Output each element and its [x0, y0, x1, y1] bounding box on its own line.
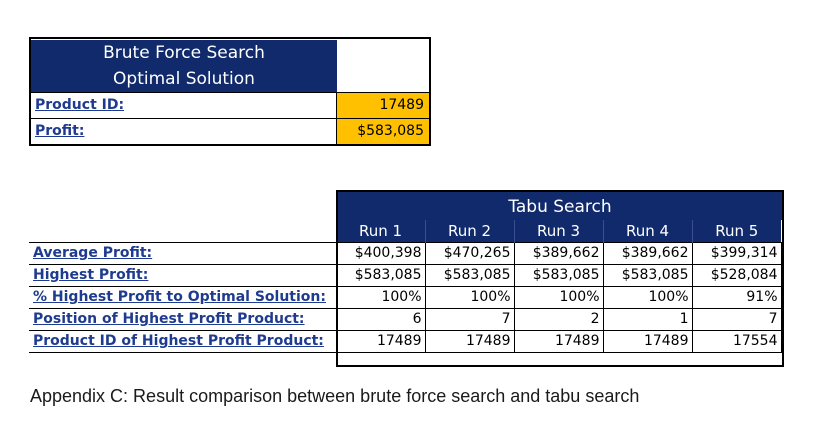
row-label: Average Profit: — [29, 241, 336, 265]
table-cell: $583,085 — [424, 263, 515, 287]
tabu-search-title: Tabu Search — [336, 190, 784, 220]
product-id-label: Product ID: — [31, 93, 337, 118]
table-cell: 2 — [513, 307, 604, 331]
row-label: Highest Profit: — [29, 264, 336, 287]
row-label: Product ID of Highest Profit Product: — [29, 330, 336, 353]
profit-label: Profit: — [31, 119, 337, 144]
table-cell: $583,085 — [513, 263, 604, 287]
brute-force-table: Brute Force Search Optimal Solution Prod… — [29, 37, 431, 146]
table-cell: 91% — [691, 285, 782, 309]
profit-value: $583,085 — [337, 119, 429, 144]
table-cell: $528,084 — [691, 263, 782, 287]
table-cell: 17489 — [424, 329, 515, 353]
appendix-caption: Appendix C: Result comparison between br… — [30, 386, 640, 406]
table-cell: $399,314 — [691, 241, 782, 265]
table-cell: $400,398 — [335, 241, 426, 265]
brute-force-title-line1: Brute Force Search — [103, 43, 265, 63]
table-row: Product ID of Highest Profit Product: 17… — [29, 329, 782, 353]
table-cell: 17489 — [602, 329, 693, 353]
table-cell: 17489 — [513, 329, 604, 353]
run-5-header: Run 5 — [691, 220, 781, 242]
table-row: Position of Highest Profit Product: 6 7 … — [29, 307, 782, 331]
table-cell: 17489 — [335, 329, 426, 353]
brute-force-title-line2: Optimal Solution — [113, 69, 255, 89]
table-cell: 7 — [691, 307, 782, 331]
run-2-header: Run 2 — [424, 220, 514, 242]
run-3-header: Run 3 — [513, 220, 603, 242]
table-cell: 100% — [602, 285, 693, 309]
tabu-search-table: Run 1 Run 2 Run 3 Run 4 Run 5 Average Pr… — [29, 220, 782, 353]
product-id-value: 17489 — [337, 93, 429, 118]
brute-force-row-product-id: Product ID: 17489 — [31, 92, 429, 118]
table-row: Average Profit: $400,398 $470,265 $389,6… — [29, 241, 782, 265]
run-4-header: Run 4 — [602, 220, 692, 242]
table-cell: 100% — [335, 285, 426, 309]
table-cell: $583,085 — [335, 263, 426, 287]
table-cell: $389,662 — [602, 241, 693, 265]
brute-force-header: Brute Force Search Optimal Solution — [31, 39, 429, 93]
run-1-header: Run 1 — [335, 220, 425, 242]
table-row: Highest Profit: $583,085 $583,085 $583,0… — [29, 263, 782, 287]
table-cell: 7 — [424, 307, 515, 331]
table-cell: 100% — [513, 285, 604, 309]
tabu-header-row: Run 1 Run 2 Run 3 Run 4 Run 5 — [29, 220, 781, 242]
table-cell: 17554 — [691, 329, 782, 353]
table-row: % Highest Profit to Optimal Solution: 10… — [29, 285, 782, 309]
table-cell: 1 — [602, 307, 693, 331]
table-cell: $389,662 — [513, 241, 604, 265]
brute-force-row-profit: Profit: $583,085 — [31, 118, 429, 144]
table-cell: $583,085 — [602, 263, 693, 287]
header-spacer — [29, 220, 336, 242]
row-label: Position of Highest Profit Product: — [29, 308, 336, 331]
row-label: % Highest Profit to Optimal Solution: — [29, 286, 336, 309]
table-cell: 6 — [335, 307, 426, 331]
table-cell: $470,265 — [424, 241, 515, 265]
table-cell: 100% — [424, 285, 515, 309]
